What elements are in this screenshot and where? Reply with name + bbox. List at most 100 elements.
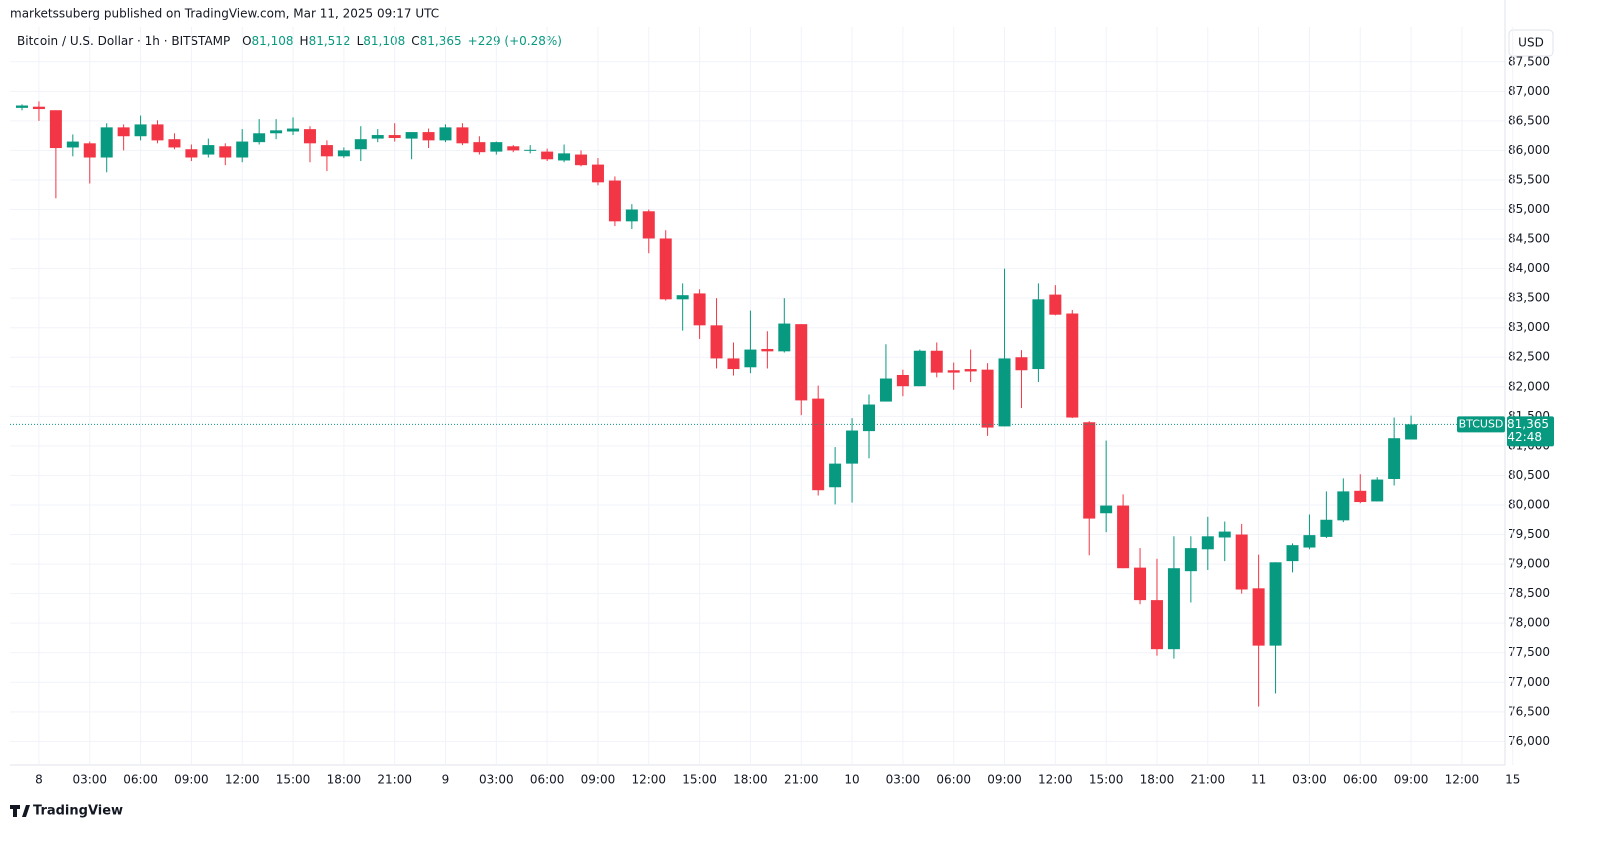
- footer-brand: TradingView: [33, 804, 123, 819]
- y-tick-label: 84,000: [1508, 261, 1550, 275]
- x-tick-label: 03:00: [1292, 773, 1327, 787]
- x-tick-label: 21:00: [377, 773, 412, 787]
- x-tick-label: 15: [1505, 773, 1520, 787]
- candle-body: [998, 358, 1011, 427]
- candle-body: [490, 142, 503, 152]
- x-tick-label: 12:00: [225, 773, 260, 787]
- candle-body: [795, 324, 808, 401]
- candle-body: [16, 105, 28, 108]
- candle-body: [320, 145, 333, 157]
- candle-body: [1150, 600, 1163, 650]
- x-tick-label: 15:00: [276, 773, 311, 787]
- candle-body: [1167, 568, 1180, 650]
- candle-body: [1066, 313, 1079, 418]
- y-tick-label: 80,500: [1508, 468, 1550, 482]
- candle-body: [1405, 424, 1418, 440]
- y-tick-label: 78,000: [1508, 616, 1550, 630]
- x-tick-label: 15:00: [682, 773, 717, 787]
- symbol-header: Bitcoin / U.S. Dollar · 1h · BITSTAMP O8…: [17, 34, 562, 48]
- x-tick-label: 06:00: [123, 773, 158, 787]
- x-tick-label: 03:00: [886, 773, 921, 787]
- y-tick-label: 87,500: [1508, 54, 1550, 68]
- candle-body: [947, 370, 960, 373]
- ohlc-key: C: [411, 34, 419, 48]
- title: Bitcoin / U.S. Dollar · 1h · BITSTAMP: [17, 34, 230, 48]
- x-tick-label: 03:00: [479, 773, 514, 787]
- y-tick-label: 85,000: [1508, 202, 1550, 216]
- candle-body: [676, 295, 689, 300]
- price-tag-text: 81,365: [1507, 417, 1549, 431]
- currency-box[interactable]: [1508, 29, 1554, 57]
- y-tick-label: 77,000: [1508, 675, 1550, 689]
- y-tick-label: 86,000: [1508, 143, 1550, 157]
- x-tick-label: 03:00: [72, 773, 107, 787]
- candle-body: [710, 325, 723, 359]
- y-tick-label: 84,500: [1508, 232, 1550, 246]
- footer-logo: [10, 805, 30, 817]
- x-tick-label: 09:00: [581, 773, 616, 787]
- x-tick-label: 12:00: [631, 773, 666, 787]
- y-tick-label: 82,000: [1508, 379, 1550, 393]
- currency[interactable]: USD: [1518, 36, 1544, 50]
- candle-body: [287, 128, 300, 132]
- candle-body: [744, 349, 757, 368]
- candle-body: [1100, 505, 1113, 514]
- candle-body: [1032, 299, 1045, 370]
- candle-body: [625, 209, 638, 222]
- candle-body: [1218, 531, 1231, 538]
- candle-body: [896, 374, 909, 387]
- countdown: 42:48: [1507, 430, 1542, 444]
- candle-body: [1015, 357, 1028, 371]
- candle-body: [303, 129, 316, 144]
- candle-body: [337, 150, 350, 157]
- candle-body: [812, 398, 825, 491]
- candle-body: [202, 145, 215, 155]
- candle-body: [507, 146, 520, 151]
- candle-body: [1354, 490, 1367, 503]
- ohlc-key: H: [300, 34, 309, 48]
- candle-body: [1303, 535, 1316, 548]
- ohlc-value: 81,512: [309, 34, 351, 48]
- candle-body: [83, 143, 96, 158]
- candle-body: [236, 141, 249, 158]
- candle-body: [151, 124, 164, 141]
- x-tick-label: 06:00: [1343, 773, 1378, 787]
- x-tick-label: 09:00: [174, 773, 209, 787]
- x-tick-label: 12:00: [1038, 773, 1073, 787]
- candle-body: [1049, 294, 1062, 315]
- y-tick-label: 78,500: [1508, 586, 1550, 600]
- candle-body: [964, 369, 977, 372]
- candle-body: [829, 463, 842, 488]
- candle-body: [405, 132, 418, 139]
- candle-body: [1371, 479, 1384, 502]
- x-tick-label: 8: [35, 773, 43, 787]
- published-line: marketssuberg published on TradingView.c…: [10, 7, 439, 21]
- candle-body: [846, 430, 859, 464]
- candle-body: [541, 151, 554, 160]
- candle-body: [117, 127, 130, 137]
- candle-body: [1235, 534, 1248, 590]
- candle-body: [1201, 536, 1214, 550]
- ohlc-value: 81,365: [420, 34, 462, 48]
- candle-body: [422, 132, 435, 141]
- y-tick-label: 76,000: [1508, 734, 1550, 748]
- candle-body: [439, 127, 452, 141]
- x-tick-label: 09:00: [1394, 773, 1429, 787]
- candle-body: [778, 323, 791, 352]
- x-tick-label: 06:00: [936, 773, 971, 787]
- x-tick-label: 21:00: [784, 773, 819, 787]
- y-tick-label: 86,500: [1508, 113, 1550, 127]
- y-tick-label: 79,500: [1508, 527, 1550, 541]
- candle-body: [558, 153, 571, 161]
- candle-body: [1388, 438, 1401, 479]
- candle-body: [49, 110, 62, 149]
- candle-body: [981, 369, 994, 428]
- candle-body: [761, 348, 774, 352]
- candle-body: [879, 378, 892, 402]
- ohlc-value: 81,108: [363, 34, 405, 48]
- x-tick-label: 10: [844, 773, 859, 787]
- candle-body: [270, 130, 283, 134]
- candle-body: [66, 141, 79, 148]
- price-tag: [1507, 416, 1554, 447]
